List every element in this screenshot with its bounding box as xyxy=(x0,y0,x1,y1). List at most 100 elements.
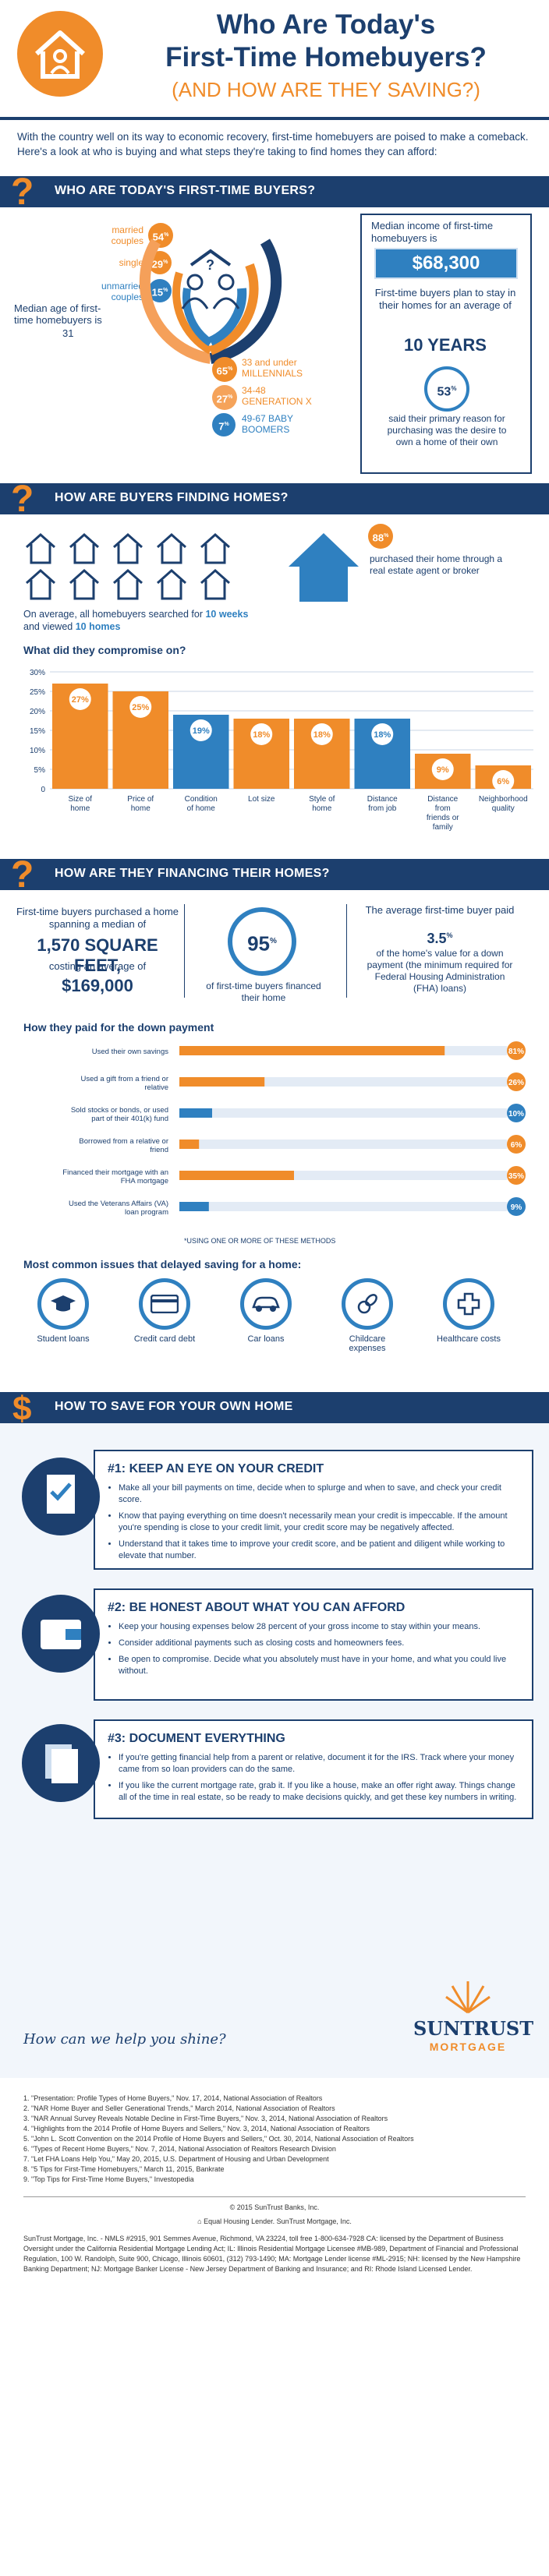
wallet-icon xyxy=(22,1595,100,1673)
issue-student-loans: Student loans xyxy=(28,1278,98,1344)
value-badge xyxy=(69,688,91,710)
tip-bullet: Keep your housing expenses below 28 perc… xyxy=(119,1621,519,1633)
agent-pct: 88% xyxy=(368,524,393,549)
income-value-box: $68,300 xyxy=(374,248,518,279)
y-tick-label: 0 xyxy=(41,786,45,794)
svg-text:?: ? xyxy=(11,171,34,212)
data-label: 18% xyxy=(313,730,331,740)
x-tick-label: Size of xyxy=(68,795,92,804)
issue-label: Healthcare costs xyxy=(437,1334,501,1344)
gen-genx-label: 34-48 GENERATION X xyxy=(242,385,312,407)
footnote: 3. "NAR Annual Survey Reveals Notable De… xyxy=(23,2115,388,2122)
category-label: Used a gift from a friend or xyxy=(81,1075,168,1083)
x-tick-label: home xyxy=(131,804,151,813)
financed-text: of first-time buyers financed their home xyxy=(206,981,321,1003)
down-pct: 3.5% xyxy=(427,931,453,946)
compromise-chart: 0 5% 10% 15% 20% 25% 30% 27% 25% 19% 18% 18% 18% 9% 6… xyxy=(30,669,533,832)
data-label: 9% xyxy=(437,765,449,775)
paid-footnote: *USING ONE OR MORE OF THESE METHODS xyxy=(184,1237,336,1245)
down-text-1: The average first-time buyer paid xyxy=(365,904,515,916)
car-icon xyxy=(240,1278,292,1330)
footnote: 8. "5 Tips for First-Time Homebuyers," M… xyxy=(23,2165,225,2173)
data-label: 26% xyxy=(508,1079,524,1087)
y-tick-label: 5% xyxy=(34,766,46,775)
category-label: Used the Veterans Affairs (VA) xyxy=(69,1200,168,1208)
house-icon xyxy=(26,532,55,564)
data-label: 27% xyxy=(72,695,89,705)
marital-married-label: married couples xyxy=(111,224,143,246)
x-tick-label: Style of xyxy=(309,795,335,804)
data-label: 18% xyxy=(253,730,270,740)
search-text: On average, all homebuyers searched for … xyxy=(23,609,249,632)
house-grid-icon xyxy=(26,532,230,600)
footnote: 5. "John L. Scott Convention on the 2014… xyxy=(23,2135,414,2143)
category-label: friend xyxy=(150,1146,168,1154)
section-title: HOW ARE THEY FINANCING THEIR HOMES? xyxy=(55,867,330,880)
category-label: FHA mortgage xyxy=(121,1177,168,1186)
gen-millennials-label: 33 and under MILLENNIALS xyxy=(242,357,303,379)
section-header-financing: HOW ARE THEY FINANCING THEIR HOMES? xyxy=(0,859,549,890)
category-label: part of their 401(k) fund xyxy=(91,1115,168,1123)
svg-text:?: ? xyxy=(206,257,214,273)
header-divider xyxy=(0,117,549,120)
y-tick-label: 15% xyxy=(30,727,45,736)
down-text-2: of the home's value for a down payment (… xyxy=(367,948,513,994)
tip-bullet: If you like the current mortgage rate, g… xyxy=(119,1780,519,1804)
house-icon xyxy=(26,568,55,600)
x-tick-label: Price of xyxy=(127,795,154,804)
reason-pct: 53% xyxy=(424,366,469,412)
value-badge xyxy=(507,1104,526,1122)
data-label: 6% xyxy=(511,1141,522,1150)
tip-bullet: Understand that it takes time to improve… xyxy=(119,1539,519,1562)
cost-value: $169,000 xyxy=(62,976,133,995)
check-form-icon xyxy=(22,1458,100,1535)
tip-bullet: Make all your bill payments on time, dec… xyxy=(119,1482,519,1506)
medical-cross-icon xyxy=(443,1278,494,1330)
value-badge xyxy=(431,758,454,780)
issues-title: Most common issues that delayed saving f… xyxy=(23,1258,302,1270)
dollar-sign-icon: $ xyxy=(8,1386,39,1428)
category-label: Financed their mortgage with an xyxy=(62,1168,168,1177)
marital-unmarried-label: unmarried couples xyxy=(101,281,143,302)
x-tick-label: home xyxy=(312,804,331,813)
value-badge xyxy=(371,723,394,745)
svg-text:$: $ xyxy=(12,1390,31,1428)
tip-3: #3: DOCUMENT EVERYTHING If you're gettin… xyxy=(94,1719,533,1819)
y-tick-label: 10% xyxy=(30,747,45,755)
footnote: 2. "NAR Home Buyer and Seller Generation… xyxy=(23,2104,335,2112)
house-logo-icon xyxy=(17,11,103,97)
bar-track xyxy=(179,1202,507,1211)
data-label: 6% xyxy=(497,777,509,786)
footer-divider xyxy=(23,2196,526,2197)
reason-text: said their primary reason for purchasing… xyxy=(387,413,507,447)
x-tick-label: home xyxy=(70,804,90,813)
equal-housing-row: ⌂ Equal Housing Lender. SunTrust Mortgag… xyxy=(0,2217,549,2227)
tip-bullet: If you're getting financial help from a … xyxy=(119,1752,519,1776)
title-line-2: First-Time Homebuyers? xyxy=(165,42,487,72)
suntrust-sun-logo xyxy=(445,1977,491,2016)
bar-track xyxy=(179,1108,507,1118)
demographic-arcs xyxy=(139,239,282,364)
category-label: loan program xyxy=(125,1208,168,1217)
gen-boomers-label: 49-67 BABY BOOMERS xyxy=(242,413,293,435)
house-icon xyxy=(69,568,99,600)
bar xyxy=(179,1077,265,1087)
issue-label: Car loans xyxy=(247,1334,285,1344)
tip-bullet: Know that paying everything on time does… xyxy=(119,1511,519,1534)
issue-credit-card: Credit card debt xyxy=(129,1278,200,1344)
divider xyxy=(346,904,347,998)
subtitle: (AND HOW ARE THEY SAVING?) xyxy=(172,78,480,101)
median-age-value: 31 xyxy=(62,327,74,339)
pacifier-icon xyxy=(342,1278,393,1330)
documents-icon xyxy=(22,1724,100,1802)
footnote: 1. "Presentation: Profile Types of Home … xyxy=(23,2094,323,2102)
tagline: How can we help you shine? xyxy=(23,2031,226,2048)
svg-text:?: ? xyxy=(11,854,34,895)
x-tick-label: quality xyxy=(492,804,515,813)
brand-sub: MORTGAGE xyxy=(429,2041,507,2053)
equal-housing-text: Equal Housing Lender. SunTrust Mortgage,… xyxy=(204,2217,352,2225)
x-tick-label: Distance xyxy=(427,795,458,804)
house-icon xyxy=(200,532,230,564)
x-tick-label: Distance xyxy=(367,795,398,804)
bar xyxy=(179,1140,200,1149)
